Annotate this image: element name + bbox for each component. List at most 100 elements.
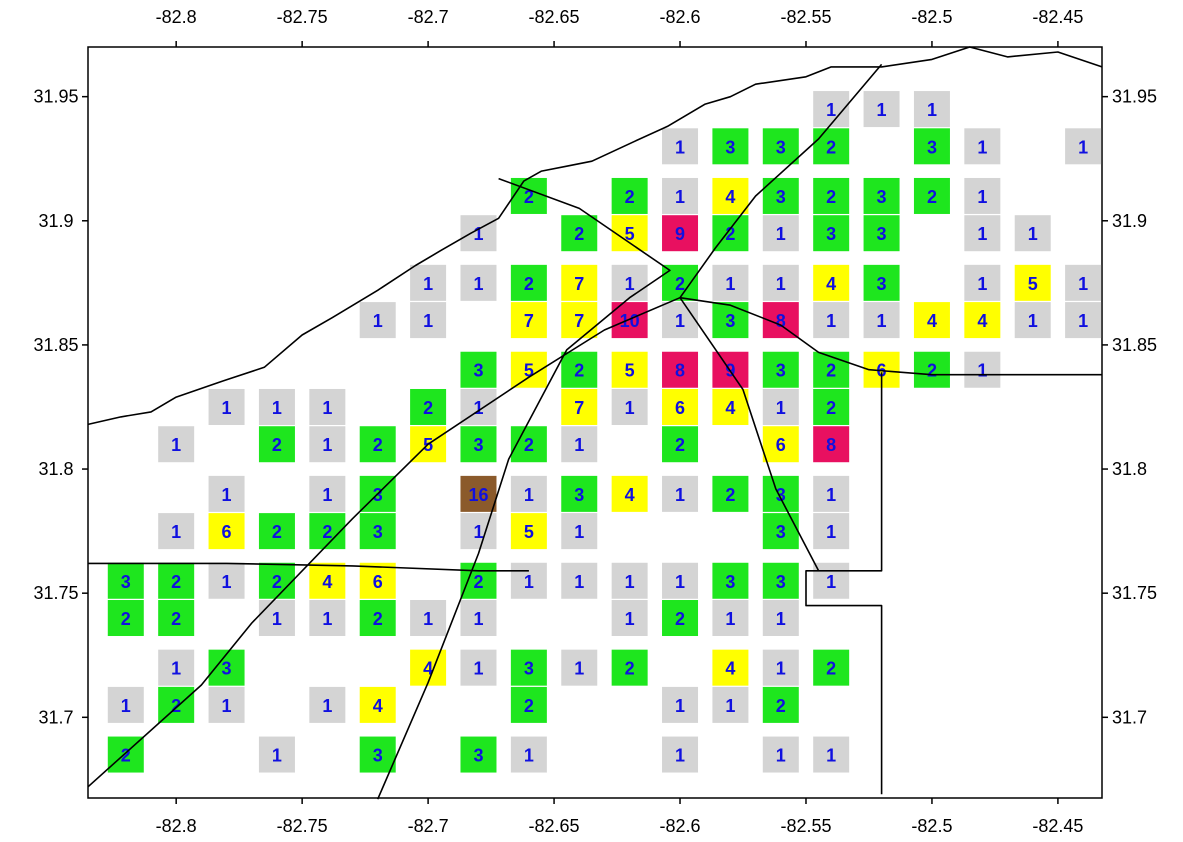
grid-cell: 1 bbox=[309, 426, 346, 463]
grid-cell: 2 bbox=[813, 128, 850, 165]
cell-value: 4 bbox=[826, 274, 836, 294]
cell-value: 1 bbox=[675, 187, 685, 207]
grid-cell: 1 bbox=[410, 302, 447, 339]
cell-square bbox=[561, 215, 598, 252]
cell-value: 1 bbox=[222, 485, 232, 505]
cell-value: 6 bbox=[675, 398, 685, 418]
cell-value: 8 bbox=[675, 361, 685, 381]
cell-value: 1 bbox=[222, 398, 232, 418]
grid-cell: 5 bbox=[611, 351, 648, 388]
grid-cell: 1 bbox=[611, 562, 648, 599]
cell-value: 5 bbox=[625, 224, 635, 244]
cell-square bbox=[662, 736, 699, 773]
cell-square bbox=[712, 264, 749, 301]
cell-square bbox=[460, 215, 497, 252]
grid-cell: 1 bbox=[1065, 128, 1102, 165]
cell-square bbox=[359, 600, 396, 637]
cell-square bbox=[863, 302, 900, 339]
cell-square bbox=[359, 426, 396, 463]
cell-value: 3 bbox=[725, 311, 735, 331]
grid-cell: 2 bbox=[712, 475, 749, 512]
cell-value: 1 bbox=[574, 522, 584, 542]
cell-square bbox=[410, 600, 447, 637]
cell-square bbox=[611, 388, 648, 425]
cell-square bbox=[813, 513, 850, 550]
x-tick-label: -82.5 bbox=[911, 816, 952, 836]
grid-cell: 4 bbox=[712, 649, 749, 686]
cell-value: 3 bbox=[877, 224, 887, 244]
cell-value: 6 bbox=[222, 522, 232, 542]
cell-value: 1 bbox=[776, 659, 786, 679]
cell-value: 2 bbox=[171, 572, 181, 592]
cell-value: 2 bbox=[675, 435, 685, 455]
grid-cell: 9 bbox=[712, 351, 749, 388]
cell-value: 4 bbox=[423, 659, 433, 679]
cell-square bbox=[460, 736, 497, 773]
grid-cell: 2 bbox=[561, 351, 598, 388]
y-tick-label: 31.75 bbox=[33, 583, 78, 603]
grid-cell: 3 bbox=[460, 351, 497, 388]
grid-cell: 2 bbox=[662, 264, 699, 301]
grid-cell: 6 bbox=[359, 562, 396, 599]
cell-value: 1 bbox=[977, 224, 987, 244]
cell-square bbox=[1065, 264, 1102, 301]
grid-cell: 16 bbox=[460, 475, 497, 512]
grid-cell: 1 bbox=[813, 736, 850, 773]
cell-value: 1 bbox=[423, 311, 433, 331]
grid-cell: 2 bbox=[510, 686, 547, 723]
grid-cell: 1 bbox=[510, 562, 547, 599]
grid-cell: 2 bbox=[813, 388, 850, 425]
grid-cell: 3 bbox=[762, 513, 799, 550]
cell-square bbox=[510, 475, 547, 512]
cell-square bbox=[863, 264, 900, 301]
grid-cell: 1 bbox=[662, 177, 699, 214]
cell-square bbox=[510, 513, 547, 550]
grid-cell: 2 bbox=[913, 351, 950, 388]
cell-value: 1 bbox=[776, 274, 786, 294]
cell-square bbox=[510, 302, 547, 339]
grid-cell: 3 bbox=[359, 513, 396, 550]
grid-cell: 3 bbox=[712, 128, 749, 165]
grid-cell: 1 bbox=[813, 513, 850, 550]
cell-value: 5 bbox=[524, 361, 534, 381]
cell-value: 5 bbox=[1028, 274, 1038, 294]
cell-value: 1 bbox=[877, 311, 887, 331]
boundary-line bbox=[87, 46, 1103, 426]
cell-square bbox=[561, 649, 598, 686]
grid-cell: 2 bbox=[158, 562, 195, 599]
cell-square bbox=[107, 686, 144, 723]
cell-value: 7 bbox=[574, 311, 584, 331]
grid-cell: 3 bbox=[762, 128, 799, 165]
cell-square bbox=[964, 302, 1001, 339]
cell-square bbox=[460, 426, 497, 463]
grid-cell: 1 bbox=[1065, 264, 1102, 301]
grid-cell: 1 bbox=[662, 736, 699, 773]
cell-square bbox=[662, 215, 699, 252]
grid-cell: 1 bbox=[662, 686, 699, 723]
cell-value: 1 bbox=[1078, 274, 1088, 294]
cell-value: 1 bbox=[675, 696, 685, 716]
grid-cell: 3 bbox=[712, 562, 749, 599]
cell-square bbox=[712, 600, 749, 637]
cell-value: 1 bbox=[675, 137, 685, 157]
cell-square bbox=[1065, 302, 1102, 339]
cell-value: 10 bbox=[620, 311, 640, 331]
cell-square bbox=[913, 302, 950, 339]
cell-square bbox=[964, 177, 1001, 214]
grid-cell: 1 bbox=[762, 600, 799, 637]
cell-square bbox=[460, 562, 497, 599]
cell-square bbox=[208, 562, 245, 599]
cell-square bbox=[712, 562, 749, 599]
cell-value: 1 bbox=[826, 572, 836, 592]
grid-cell: 3 bbox=[813, 215, 850, 252]
grid-cell: 1 bbox=[460, 215, 497, 252]
cell-value: 2 bbox=[272, 572, 282, 592]
grid-cell: 3 bbox=[762, 562, 799, 599]
grid-cell: 2 bbox=[258, 562, 295, 599]
cell-value: 1 bbox=[977, 137, 987, 157]
grid-cell: 1 bbox=[964, 351, 1001, 388]
grid-cell: 1 bbox=[662, 562, 699, 599]
x-tick-label: -82.7 bbox=[408, 816, 449, 836]
cell-value: 3 bbox=[826, 224, 836, 244]
cell-value: 1 bbox=[171, 522, 181, 542]
